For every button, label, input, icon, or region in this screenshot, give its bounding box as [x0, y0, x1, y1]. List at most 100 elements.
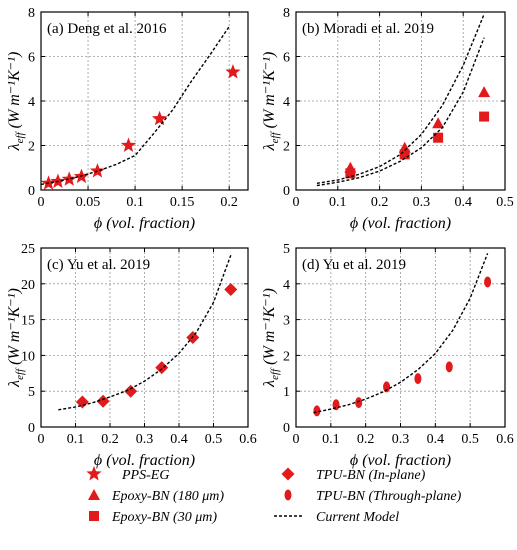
- data-point-ellipse: [445, 361, 453, 373]
- y-tick-label: 10: [21, 349, 35, 364]
- legend-item-current-model: Current Model: [274, 510, 399, 525]
- panel-title: (d) Yu et al. 2019: [302, 257, 406, 273]
- legend-marker-diamond: [281, 467, 295, 481]
- data-point-square: [399, 149, 410, 160]
- panel-d: 0 0.1 0.2 0.3 0.4 0.5 0.6 0 1 2 3 4 5 (d) Yu et al. 2…: [261, 242, 514, 469]
- y-tick-label: 0: [283, 421, 290, 436]
- x-tick-label: 0.4: [427, 432, 445, 447]
- y-tick-label: 4: [28, 95, 35, 110]
- y-axis-unit: (W m⁻¹K⁻¹): [6, 288, 23, 369]
- y-axis-unit: (W m⁻¹K⁻¹): [261, 288, 278, 369]
- x-axis-label: ϕ (vol. fraction): [350, 452, 451, 469]
- data-point-ellipse: [383, 381, 391, 393]
- x-axis-label: ϕ (vol. fraction): [94, 215, 195, 232]
- panel-c: 0 0.1 0.2 0.3 0.4 0.5 0.6 0 5 10 15 20 25 (c) Yu et a…: [6, 242, 257, 469]
- y-axis-unit: (W m⁻¹K⁻¹): [261, 52, 278, 133]
- x-axis-label: ϕ (vol. fraction): [94, 452, 195, 469]
- data-point-square: [479, 111, 490, 122]
- y-tick-label: 2: [283, 140, 290, 155]
- y-tick-label: 0: [28, 421, 35, 436]
- x-tick-label: 0.3: [413, 195, 431, 210]
- x-tick-label: 0.2: [101, 432, 119, 447]
- legend-label: TPU-BN (Through-plane): [316, 489, 462, 504]
- y-tick-label: 0: [28, 184, 35, 199]
- x-tick-label: 0.2: [357, 432, 375, 447]
- data-point-star: [225, 64, 241, 79]
- y-axis-subscript: eff: [269, 130, 281, 143]
- y-tick-label: 2: [283, 349, 290, 364]
- data-point-diamond: [96, 394, 110, 408]
- y-tick-label: 4: [283, 95, 290, 110]
- legend-item-pps-eg: PPS-EG: [86, 466, 169, 483]
- x-axis-label: ϕ (vol. fraction): [350, 215, 451, 232]
- data-point-ellipse: [355, 397, 363, 409]
- legend-item-tpu-bn-through: TPU-BN (Through-plane): [284, 489, 462, 504]
- legend-label: Epoxy-BN (30 μm): [111, 510, 217, 525]
- panel-b: 0 0.1 0.2 0.3 0.4 0.5 0 2 4 6 8 (b) Moradi et al. 2…: [261, 6, 514, 232]
- data-point-diamond: [155, 361, 169, 375]
- data-point-diamond: [124, 384, 138, 398]
- y-axis-label: λeff (W m⁻¹K⁻¹): [261, 288, 281, 388]
- plot-frame: [295, 247, 506, 428]
- y-tick-label: 0: [283, 184, 290, 199]
- y-axis-symbol: λ: [6, 380, 23, 388]
- y-tick-label: 6: [283, 51, 290, 66]
- legend-label: PPS-EG: [121, 468, 169, 483]
- x-tick-label: 0: [293, 432, 300, 447]
- legend-label: TPU-BN (In-plane): [316, 468, 426, 483]
- legend-label: Epoxy-BN (180 μm): [111, 489, 224, 504]
- data-point-square: [433, 132, 444, 143]
- y-axis-symbol: λ: [261, 380, 278, 388]
- y-axis-label: λeff (W m⁻¹K⁻¹): [6, 52, 26, 152]
- y-tick-label: 2: [28, 140, 35, 155]
- y-tick-label: 25: [21, 242, 35, 257]
- y-tick-label: 5: [283, 242, 290, 257]
- legend-label: Current Model: [316, 510, 399, 525]
- y-tick-label: 20: [21, 278, 35, 293]
- x-tick-label: 0.5: [496, 195, 514, 210]
- y-axis-unit: (W m⁻¹K⁻¹): [6, 52, 23, 133]
- x-tick-label: 0.1: [322, 432, 340, 447]
- y-axis-symbol: λ: [261, 143, 278, 151]
- legend-item-epoxy-bn-180: Epoxy-BN (180 μm): [88, 489, 224, 504]
- data-point-square: [345, 168, 356, 179]
- plot-frame: [40, 11, 249, 191]
- x-tick-label: 0.15: [170, 195, 195, 210]
- legend-marker-triangle: [88, 489, 100, 500]
- panel-title: (c) Yu et al. 2019: [47, 257, 150, 273]
- x-tick-label: 0: [38, 195, 45, 210]
- data-point-star: [89, 163, 106, 178]
- x-tick-label: 0: [38, 432, 45, 447]
- model-line: [41, 26, 230, 186]
- data-point-star: [120, 137, 137, 152]
- data-point-ellipse: [484, 276, 492, 288]
- y-axis-subscript: eff: [269, 367, 281, 380]
- data-point-star: [151, 110, 168, 126]
- x-tick-label: 0.6: [239, 432, 257, 447]
- model-line: [316, 37, 485, 187]
- x-tick-label: 0: [293, 195, 300, 210]
- data-point-ellipse: [313, 405, 321, 417]
- x-tick-label: 0.1: [126, 195, 144, 210]
- data-point-star: [61, 171, 77, 186]
- panel-title: (b) Moradi et al. 2019: [302, 21, 434, 37]
- model-line: [58, 254, 232, 411]
- data-point-triangle: [478, 86, 491, 98]
- panel-a: 0 0.05 0.1 0.15 0.2 0 2 4 6 8 (a) Deng et al. 2016…: [6, 6, 249, 232]
- x-tick-label: 0.5: [205, 432, 223, 447]
- x-tick-label: 0.3: [136, 432, 154, 447]
- y-tick-label: 8: [283, 6, 290, 21]
- legend-marker-ellipse: [284, 489, 292, 501]
- y-tick-label: 4: [283, 278, 290, 293]
- x-tick-label: 0.1: [329, 195, 347, 210]
- data-point-ellipse: [414, 373, 422, 385]
- x-tick-label: 0.05: [76, 195, 101, 210]
- data-point-diamond: [224, 283, 238, 297]
- data-point-triangle: [432, 117, 445, 129]
- plot-frame: [40, 247, 249, 428]
- legend-marker-star: [86, 466, 102, 481]
- y-tick-label: 8: [28, 6, 35, 21]
- x-tick-label: 0.6: [496, 432, 514, 447]
- y-axis-subscript: eff: [14, 130, 26, 143]
